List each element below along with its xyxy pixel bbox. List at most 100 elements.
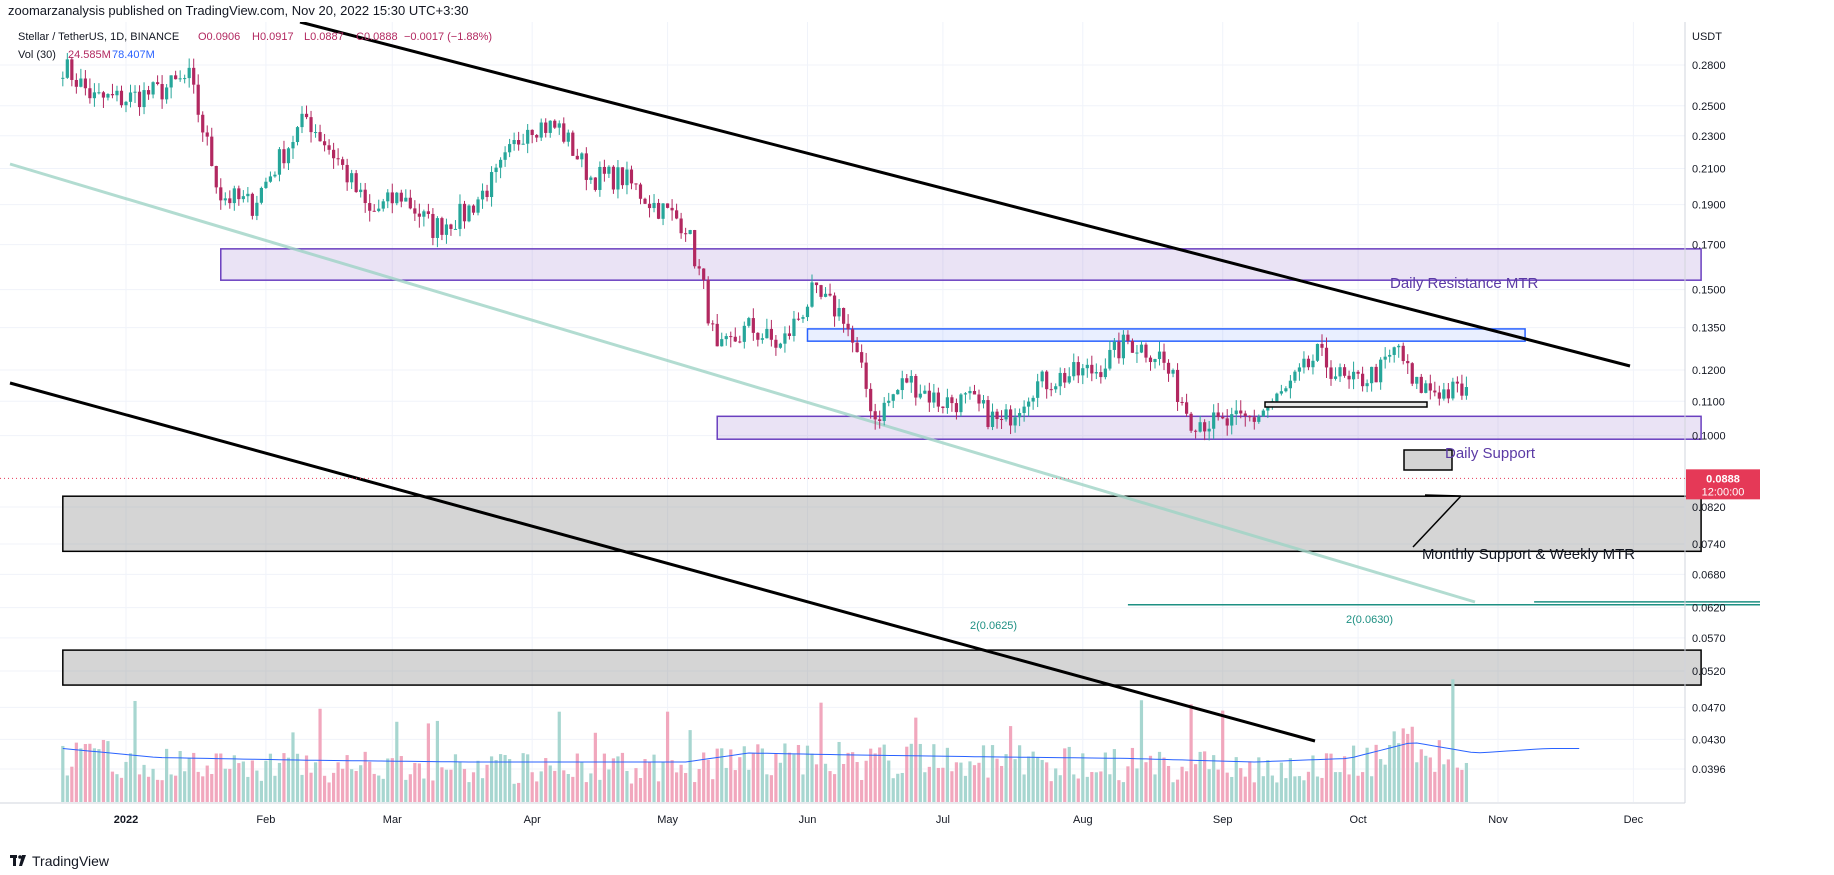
volume-bar <box>526 754 530 802</box>
volume-bar <box>647 762 652 802</box>
volume-bar <box>1261 776 1265 802</box>
volume-bar <box>1135 768 1139 802</box>
x-tick-label: Nov <box>1488 814 1508 826</box>
candle-body <box>1184 402 1189 414</box>
candle-body <box>688 230 692 234</box>
volume-bar <box>187 757 191 802</box>
volume-bar <box>923 772 927 802</box>
candle-body <box>936 392 940 407</box>
zone-daily-resistance-mtr[interactable] <box>220 248 1702 281</box>
volume-bar <box>174 775 178 802</box>
volume-bar <box>530 772 534 802</box>
volume-bar <box>183 771 187 802</box>
candle-body <box>498 159 503 168</box>
volume-bar <box>304 755 309 802</box>
volume-bar <box>963 775 968 802</box>
candle-body <box>905 378 909 383</box>
ohlc-high: H0.0917 <box>252 31 294 43</box>
volume-bar <box>1306 771 1311 802</box>
candle-body <box>647 203 652 209</box>
candle-body <box>598 166 602 190</box>
volume-bar <box>1329 753 1333 802</box>
tradingview-logo[interactable]: TradingView <box>10 853 109 869</box>
volume-bar <box>119 777 124 802</box>
candle-body <box>196 84 200 115</box>
candle-body <box>146 90 151 95</box>
candle-body <box>246 193 250 197</box>
candle-body <box>1180 401 1184 403</box>
volume-bar <box>1424 755 1428 802</box>
volume-bar <box>796 744 801 802</box>
candle-body <box>1058 372 1062 387</box>
zone-resistance-box[interactable] <box>806 328 1526 342</box>
volume-bar <box>1279 762 1283 802</box>
trendline-teal <box>9 162 1476 604</box>
candle-body <box>1252 417 1256 422</box>
candle-body <box>192 67 196 85</box>
ohlc-close: C0.0888 <box>356 31 398 43</box>
price-tag-countdown: 12:00:00 <box>1702 486 1745 498</box>
candle-body <box>860 352 864 363</box>
volume-bar <box>1027 756 1031 802</box>
volume-bar <box>381 778 385 802</box>
volume-bar <box>571 776 575 802</box>
candle-body <box>1108 349 1112 369</box>
volume-bar <box>999 765 1004 802</box>
candle-body <box>909 375 913 383</box>
candle-body <box>643 198 647 204</box>
candle-body <box>300 113 304 128</box>
candle-body <box>1063 372 1067 383</box>
volume-bar <box>945 747 949 802</box>
y-tick-label: 0.2300 <box>1692 131 1726 143</box>
label-fib-left: 2(0.0625) <box>970 620 1017 632</box>
candle-body <box>625 169 629 186</box>
candle-body <box>313 132 318 134</box>
candle-body <box>742 325 746 342</box>
volume-bar <box>97 749 101 802</box>
volume-bar <box>1221 710 1225 802</box>
volume-bar <box>155 779 160 802</box>
y-tick-label: 0.0570 <box>1692 633 1726 645</box>
volume-bar <box>494 760 498 802</box>
candle-body <box>480 190 485 200</box>
volume-bar <box>914 717 918 802</box>
volume-bar <box>1108 774 1112 802</box>
volume-bar <box>313 762 318 802</box>
y-tick-label: 0.0740 <box>1692 539 1726 551</box>
volume-bar <box>142 764 146 802</box>
candle-body <box>1297 367 1302 372</box>
candle-body <box>1081 368 1085 376</box>
candle-body <box>837 307 841 317</box>
volume-bar <box>1058 775 1062 802</box>
candle-body <box>422 211 426 217</box>
zone-lower-box[interactable] <box>62 649 1702 686</box>
candle-body <box>995 411 999 420</box>
candle-body <box>819 285 823 297</box>
candle-body <box>124 101 128 106</box>
x-tick-label: Jul <box>936 814 950 826</box>
y-tick-label: 0.0620 <box>1692 603 1726 615</box>
candle-body <box>1333 376 1338 379</box>
chart-plot-area[interactable]: Daily Resistance MTR Daily Support Month… <box>0 20 1834 832</box>
volume-bar <box>458 761 462 802</box>
volume-bar <box>341 768 345 802</box>
candle-body <box>70 59 74 80</box>
volume-bar <box>837 741 841 802</box>
candle-body <box>250 193 254 216</box>
candle-body <box>219 187 223 201</box>
volume-bar <box>724 767 728 802</box>
x-tick-label: Aug <box>1073 814 1093 826</box>
candle-body <box>787 333 792 336</box>
trendline-upper <box>299 20 1631 368</box>
volume-bar <box>1284 778 1288 802</box>
volume-bar <box>774 753 778 802</box>
volume-bar <box>124 761 128 802</box>
volume-bar <box>1460 769 1464 802</box>
volume-bar <box>1175 779 1180 802</box>
candle-body <box>1351 371 1356 380</box>
candle-body <box>1013 417 1017 426</box>
volume-bar <box>413 762 417 802</box>
zone-monthly-support-weekly-mtr[interactable] <box>62 495 1702 553</box>
price-chart[interactable]: Daily Resistance MTR Daily Support Month… <box>0 20 1834 832</box>
volume-bar <box>512 783 516 802</box>
